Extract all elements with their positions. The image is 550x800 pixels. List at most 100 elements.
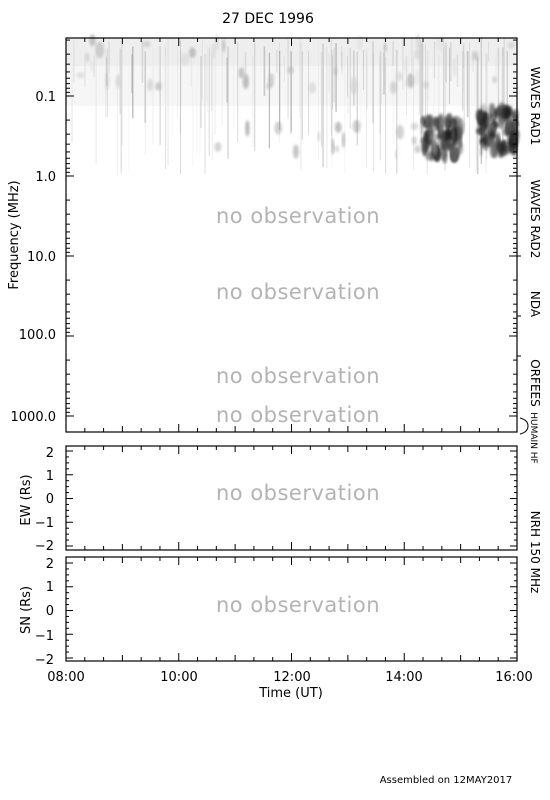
frequency-tick-label: 1000.0 bbox=[11, 410, 57, 425]
time-tick-label: 10:00 bbox=[160, 670, 197, 685]
emission-blob bbox=[147, 78, 153, 92]
emission-blob bbox=[458, 134, 463, 149]
emission-blob bbox=[403, 57, 409, 75]
emission-blob bbox=[245, 120, 250, 137]
emission-blob bbox=[439, 120, 443, 135]
ew-panel: 2 1 0 −1 −2 EW (Rs) no observation bbox=[19, 445, 518, 554]
time-tick-label: 16:00 bbox=[495, 670, 532, 685]
ew-tick-label: 0 bbox=[46, 492, 54, 507]
instrument-label-humain-hf: HUMAIN HF bbox=[528, 412, 538, 463]
no-observation-humain: no observation bbox=[216, 403, 380, 427]
sn-tick-label: 1 bbox=[46, 580, 54, 595]
emission-blob bbox=[188, 47, 196, 59]
emission-blob bbox=[453, 57, 458, 64]
ew-tick-label: 1 bbox=[46, 469, 54, 484]
emission-blob bbox=[414, 145, 421, 154]
emission-blob bbox=[414, 49, 423, 60]
ew-tick-label: 2 bbox=[46, 446, 54, 461]
emission-blob bbox=[424, 129, 429, 145]
instrument-label-nrh: NRH 150 MHz bbox=[528, 511, 542, 594]
emission-blob bbox=[395, 149, 398, 160]
spectrogram-ticks bbox=[65, 38, 521, 432]
emission-blob bbox=[89, 34, 96, 47]
sn-tick-label: 0 bbox=[46, 604, 54, 619]
emission-blob bbox=[142, 40, 151, 48]
sn-tick-label: −2 bbox=[35, 653, 54, 668]
emission-blob bbox=[180, 53, 190, 66]
ew-tick-label: −1 bbox=[35, 516, 54, 531]
emission-blob bbox=[511, 110, 516, 120]
emission-blob bbox=[274, 121, 283, 135]
frequency-tick-label: 100.0 bbox=[19, 328, 56, 343]
time-tick-label: 08:00 bbox=[47, 670, 84, 685]
emission-blob bbox=[352, 119, 361, 133]
emission-blob bbox=[104, 72, 110, 90]
emission-blob bbox=[85, 52, 90, 62]
emission-blob bbox=[486, 112, 491, 129]
frequency-tick-label: 10.0 bbox=[27, 250, 56, 265]
emission-blob bbox=[357, 34, 363, 52]
emission-blob bbox=[432, 138, 438, 156]
emission-blob bbox=[89, 60, 95, 73]
spectrogram-frame bbox=[65, 37, 518, 433]
emission-blob bbox=[334, 121, 342, 133]
emission-blob bbox=[404, 80, 408, 88]
emission-blob bbox=[432, 119, 439, 132]
emission-blob bbox=[268, 73, 275, 88]
sn-tick-label: 2 bbox=[46, 557, 54, 572]
emission-blob bbox=[242, 73, 249, 90]
sn-frame bbox=[65, 556, 518, 662]
emission-blob bbox=[350, 76, 359, 95]
emission-blob bbox=[480, 128, 487, 137]
sn-panel: 2 1 0 −1 −2 SN (Rs) no observation 08:00… bbox=[19, 556, 533, 701]
emission-blob bbox=[507, 140, 514, 153]
emission-blob bbox=[214, 141, 222, 152]
waves-rad1-spectrogram bbox=[66, 33, 520, 174]
sn-tick-label: −1 bbox=[35, 629, 54, 644]
emission-blob bbox=[444, 118, 451, 128]
emission-blob bbox=[389, 81, 398, 94]
frequency-tick-label: 0.1 bbox=[35, 90, 56, 105]
emission-blob bbox=[502, 108, 512, 120]
emission-blob bbox=[422, 81, 430, 89]
time-tick-label: 14:00 bbox=[385, 670, 422, 685]
emission-blob bbox=[292, 144, 300, 159]
emission-blob bbox=[415, 33, 420, 51]
emission-blob bbox=[492, 76, 498, 84]
emission-blob bbox=[215, 33, 219, 50]
emission-blob bbox=[331, 138, 335, 156]
emission-blob bbox=[238, 67, 245, 79]
frequency-tick-labels: 0.1 1.0 10.0 100.0 1000.0 bbox=[11, 90, 57, 425]
spectrogram-panel: 0.1 1.0 10.0 100.0 1000.0 Frequency (MHz) no… bbox=[7, 33, 542, 464]
emission-blob bbox=[115, 74, 121, 89]
instrument-label-waves-rad2: WAVES RAD2 bbox=[528, 180, 542, 259]
emission-blob bbox=[475, 108, 484, 123]
emission-blob bbox=[211, 43, 216, 60]
emission-blob bbox=[420, 118, 424, 137]
emission-blob bbox=[383, 43, 388, 53]
no-observation-rad2: no observation bbox=[216, 204, 380, 228]
instrument-label-waves-rad1: WAVES RAD1 bbox=[528, 67, 542, 146]
emission-blob bbox=[497, 104, 503, 117]
chart-title: 27 DEC 1996 bbox=[222, 11, 314, 27]
emission-blob bbox=[450, 147, 459, 162]
emission-blob bbox=[451, 127, 455, 143]
emission-blob bbox=[333, 66, 338, 76]
time-tick-label: 12:00 bbox=[273, 670, 310, 685]
emission-blob bbox=[317, 131, 321, 142]
ew-frame bbox=[65, 445, 518, 551]
emission-blob bbox=[95, 41, 105, 59]
emission-blob bbox=[341, 131, 346, 148]
emission-blob bbox=[333, 145, 340, 153]
no-observation-ew: no observation bbox=[216, 481, 380, 505]
emission-blob bbox=[480, 142, 485, 150]
ew-axis-label: EW (Rs) bbox=[19, 474, 34, 525]
emission-blob bbox=[505, 122, 511, 132]
emission-blob bbox=[441, 140, 447, 151]
emission-blob bbox=[452, 59, 457, 78]
frequency-axis-label: Frequency (MHz) bbox=[7, 180, 22, 289]
emission-blob bbox=[154, 82, 162, 91]
instrument-label-nda: NDA bbox=[528, 291, 542, 318]
emission-blob bbox=[427, 116, 433, 135]
